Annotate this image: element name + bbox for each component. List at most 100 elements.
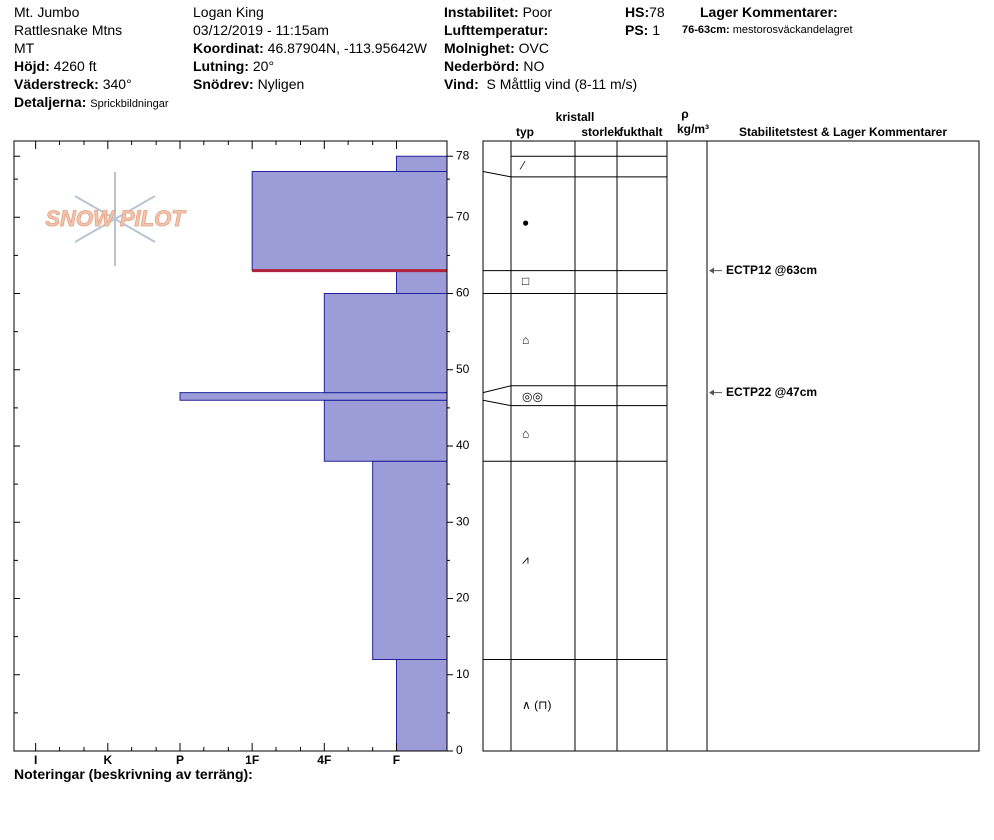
value: 46.87904N, -113.95642W bbox=[267, 40, 427, 56]
y-tick-label: 70 bbox=[456, 209, 470, 223]
table-frame bbox=[482, 140, 980, 752]
field: Höjd: 4260 ft bbox=[14, 57, 96, 75]
hardness-bar bbox=[251, 171, 448, 272]
label: Lager Kommentarer: bbox=[700, 4, 838, 20]
grain-symbol: ⁄ bbox=[519, 158, 526, 172]
label: Molnighet: bbox=[444, 40, 515, 56]
value: Nyligen bbox=[257, 76, 305, 92]
y-tick-label: 30 bbox=[456, 514, 470, 528]
value: OVC bbox=[518, 40, 549, 56]
state: MT bbox=[14, 40, 35, 56]
table-header: kristall bbox=[556, 110, 595, 124]
x-tick-label: 1F bbox=[245, 753, 259, 767]
value: Poor bbox=[522, 4, 553, 20]
table-header: fukthalt bbox=[619, 125, 662, 139]
field: Nederbörd: NO bbox=[444, 57, 544, 75]
grain-symbol: □ bbox=[522, 274, 529, 288]
label: Koordinat: bbox=[193, 40, 264, 56]
x-tick-label: I bbox=[34, 753, 37, 767]
hardness-bar bbox=[395, 659, 448, 752]
table-header: kg/m³ bbox=[677, 122, 709, 136]
table-header: typ bbox=[516, 125, 534, 139]
x-tick-label: P bbox=[176, 753, 184, 767]
y-tick-label: 20 bbox=[456, 591, 470, 605]
y-tick-label: 60 bbox=[456, 286, 470, 300]
range: Rattlesnake Mtns bbox=[14, 22, 123, 38]
y-tick-label: 78 bbox=[456, 148, 470, 162]
weak-layer bbox=[252, 269, 447, 273]
observer: Logan King bbox=[193, 4, 264, 20]
grain-symbol: ◎◎ bbox=[522, 389, 543, 403]
test-label: ECTP22 @47cm bbox=[726, 385, 817, 399]
field: Detaljerna: Sprickbildningar bbox=[14, 93, 169, 113]
hardness-bar bbox=[323, 293, 448, 394]
grain-symbol: ∧ (⊓) bbox=[522, 698, 551, 712]
label: Höjd: bbox=[14, 58, 50, 74]
grain-symbol: ● bbox=[522, 216, 529, 230]
value: NO bbox=[523, 58, 545, 74]
label: Vind: bbox=[444, 76, 479, 92]
value: 1 bbox=[652, 22, 661, 38]
layer-comments-title: Lager Kommentarer: bbox=[700, 3, 838, 21]
layer-connector bbox=[482, 385, 512, 394]
label: Lufttemperatur: bbox=[444, 22, 549, 38]
x-tick-label: F bbox=[393, 753, 400, 767]
test-arrow-head bbox=[709, 267, 714, 274]
site: Mt. Jumbo bbox=[14, 4, 80, 20]
hardness-bar bbox=[372, 460, 448, 660]
table-header: storlek bbox=[581, 125, 621, 139]
field: Molnighet: OVC bbox=[444, 39, 549, 57]
grain-symbol: ⩘ bbox=[522, 553, 529, 567]
table-header: Stabilitetstest & Lager Kommentarer bbox=[739, 125, 947, 139]
y-tick-label: 0 bbox=[456, 743, 463, 757]
layer-connector bbox=[482, 399, 512, 407]
label: Snödrev: bbox=[193, 76, 254, 92]
y-tick-label: 50 bbox=[456, 362, 470, 376]
value: Sprickbildningar bbox=[90, 98, 169, 110]
test-label: ECTP12 @63cm bbox=[726, 263, 817, 277]
value: 340° bbox=[102, 76, 132, 92]
label: Detaljerna: bbox=[14, 94, 87, 110]
logo-text: SNOW PILOT bbox=[45, 206, 186, 231]
y-tick-label: 10 bbox=[456, 667, 470, 681]
label: HS: bbox=[625, 4, 650, 20]
layer-connector bbox=[482, 171, 512, 178]
x-tick-label: K bbox=[103, 753, 112, 767]
y-tick-label: 40 bbox=[456, 438, 470, 452]
value: S Måttlig vind (8-11 m/s) bbox=[486, 76, 638, 92]
field: Lutning: 20° bbox=[193, 57, 274, 75]
label: Instabilitet: bbox=[444, 4, 519, 20]
snowflake bbox=[74, 195, 156, 243]
grain-symbol: ⌂ bbox=[522, 333, 529, 347]
field: HS:78 bbox=[625, 3, 665, 21]
logo bbox=[74, 172, 156, 266]
grain-symbol: ⌂ bbox=[522, 427, 529, 441]
field: Vind: S Måttlig vind (8-11 m/s) bbox=[444, 75, 637, 93]
label: 76-63cm: bbox=[682, 24, 730, 36]
value: mestorosväckandelagret bbox=[732, 24, 853, 36]
hardness-bar bbox=[179, 392, 448, 401]
field: 76-63cm: mestorosväckandelagret bbox=[682, 21, 853, 39]
label: Lutning: bbox=[193, 58, 249, 74]
notes-label: Noteringar (beskrivning av terräng): bbox=[14, 766, 253, 782]
hardness-bar bbox=[395, 155, 448, 172]
value: 4260 ft bbox=[53, 58, 97, 74]
value: 78 bbox=[649, 4, 665, 20]
label: Väderstreck: bbox=[14, 76, 99, 92]
field: Lufttemperatur: bbox=[444, 21, 548, 39]
x-tick-label: 4F bbox=[317, 753, 331, 767]
field: Instabilitet: Poor bbox=[444, 3, 552, 21]
datetime: 03/12/2019 - 11:15am bbox=[193, 22, 329, 38]
test-arrow-head bbox=[709, 389, 714, 396]
field: Koordinat: 46.87904N, -113.95642W bbox=[193, 39, 427, 57]
table-header: ρ bbox=[681, 107, 688, 121]
field: PS: 1 bbox=[625, 21, 660, 39]
field: Väderstreck: 340° bbox=[14, 75, 132, 93]
label: Nederbörd: bbox=[444, 58, 520, 74]
hardness-bar bbox=[395, 270, 448, 294]
hardness-bar bbox=[323, 399, 448, 462]
field: Snödrev: Nyligen bbox=[193, 75, 304, 93]
value: 20° bbox=[252, 58, 275, 74]
